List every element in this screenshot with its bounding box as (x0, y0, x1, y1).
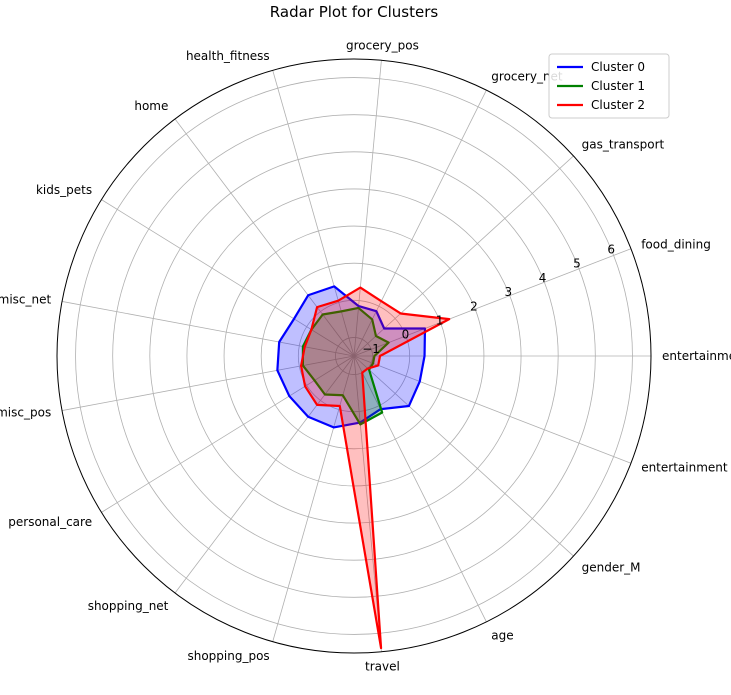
category-label-shopping-net: shopping_net (88, 599, 169, 613)
grid-spoke (353, 355, 574, 557)
grid-spoke (353, 355, 487, 623)
series-line-cluster-2 (299, 286, 451, 650)
legend-box (548, 53, 670, 119)
series-line-cluster-0 (276, 285, 427, 429)
category-label-shopping-pos: shopping_pos (187, 649, 269, 663)
category-label-age: age (491, 629, 513, 643)
radial-tick-label: 0 (402, 328, 410, 342)
radial-tick-label: 4 (539, 271, 547, 285)
radial-tick-labels: −1 0 1 2 3 4 5 6 (362, 242, 615, 356)
category-label-health-fitness: health_fitness (186, 49, 270, 63)
grid-spoke (101, 355, 355, 513)
radial-tick-label: −1 (362, 342, 380, 356)
category-label-grocery-pos: grocery_pos (346, 38, 419, 52)
radial-tick-label: 6 (607, 242, 615, 256)
radial-tick-label: 1 (436, 314, 444, 328)
radial-tick-label: 3 (504, 285, 512, 299)
grid-spoke (61, 355, 355, 411)
series-fill-cluster-1 (302, 307, 389, 425)
category-label-entertainment: entertainment (662, 349, 731, 363)
radial-tick-label: 2 (470, 299, 478, 313)
grid-spoke (174, 355, 355, 594)
grid-spoke (353, 355, 382, 652)
grid-spoke (272, 70, 355, 357)
category-labels: entertainment food_dining gas_transport gro… (0, 38, 731, 673)
grid-spoke (353, 355, 632, 464)
category-label-gas-transport: gas_transport (582, 138, 665, 152)
category-label-entertainment: entertainment (641, 460, 728, 474)
series-layer (276, 285, 451, 650)
category-label-misc-net: misc_net (0, 292, 51, 306)
category-label-food-dining: food_dining (641, 238, 711, 252)
legend-label-cluster-2: Cluster 2 (591, 98, 645, 112)
grid-spoke (353, 155, 574, 357)
grid-spoke (174, 118, 355, 357)
polar-frame (56, 58, 652, 654)
category-label-grocery-net: grocery_net (491, 69, 563, 83)
category-label-travel: travel (365, 660, 400, 674)
legend-label-cluster-0: Cluster 0 (591, 60, 645, 74)
category-label-personal-care: personal_care (8, 515, 92, 529)
grid-spoke (272, 355, 355, 642)
category-label-gender-m: gender_M (582, 561, 641, 575)
legend-label-cluster-1: Cluster 1 (591, 79, 645, 93)
category-label-kids-pets: kids_pets (36, 183, 92, 197)
category-label-home: home (134, 99, 168, 113)
grid-spoke (353, 248, 632, 357)
chart-title: Radar Plot for Clusters (270, 3, 439, 21)
radial-tick-label: 5 (573, 257, 581, 271)
category-label-misc-pos: misc_pos (0, 406, 51, 420)
legend: Cluster 0 Cluster 1 Cluster 2 (548, 53, 670, 119)
series-fill-cluster-2 (301, 287, 450, 649)
